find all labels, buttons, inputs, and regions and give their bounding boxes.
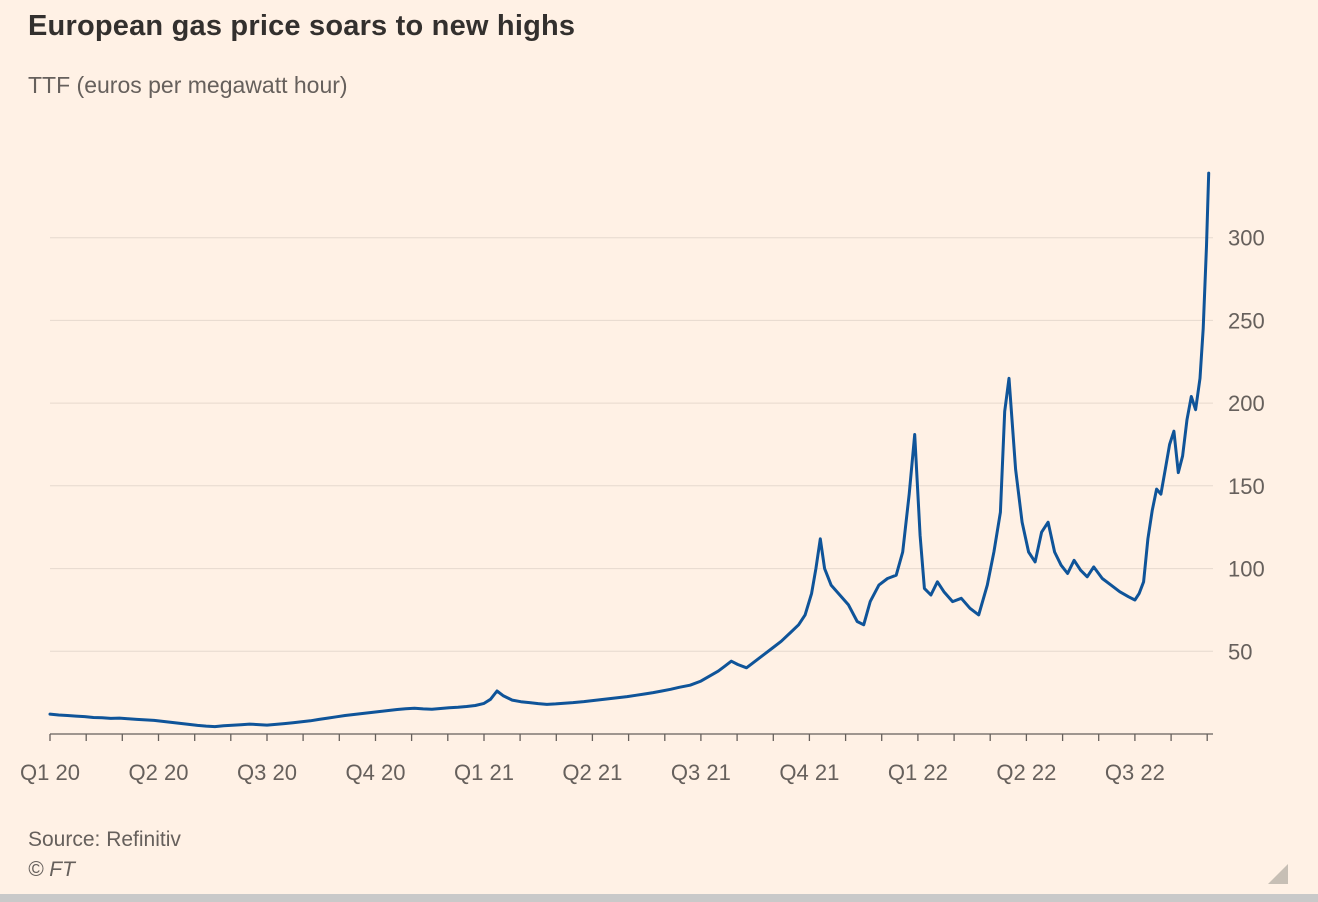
x-axis-label: Q3 20: [237, 760, 297, 785]
y-axis-label: 50: [1228, 639, 1252, 664]
x-axis-label: Q3 21: [671, 760, 731, 785]
x-axis-label: Q1 20: [20, 760, 80, 785]
resize-handle-icon[interactable]: [1268, 864, 1288, 884]
x-axis-label: Q4 20: [346, 760, 406, 785]
x-axis-label: Q2 22: [996, 760, 1056, 785]
x-axis-label: Q2 21: [562, 760, 622, 785]
x-axis-label: Q2 20: [129, 760, 189, 785]
x-axis-label: Q4 21: [779, 760, 839, 785]
y-axis-label: 300: [1228, 226, 1265, 251]
y-axis-label: 200: [1228, 391, 1265, 416]
chart-subtitle: TTF (euros per megawatt hour): [28, 72, 348, 98]
y-axis-label: 100: [1228, 557, 1265, 582]
y-axis-label: 150: [1228, 474, 1265, 499]
price-line: [48, 171, 1211, 729]
y-axis-label: 250: [1228, 308, 1265, 333]
source-label: Source: Refinitiv: [28, 828, 181, 851]
x-axis-label: Q3 22: [1105, 760, 1165, 785]
x-axis-label: Q1 22: [888, 760, 948, 785]
page-bottom-edge: [0, 894, 1318, 902]
ft-copyright: © FT: [28, 858, 75, 881]
page-title: European gas price soars to new highs: [28, 10, 576, 42]
x-axis-label: Q1 21: [454, 760, 514, 785]
